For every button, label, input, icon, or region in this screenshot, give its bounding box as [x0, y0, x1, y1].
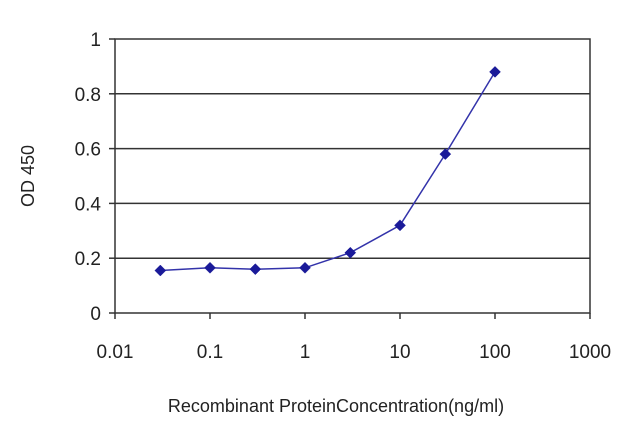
data-point-marker — [299, 261, 311, 274]
x-tick-label: 0.01 — [97, 342, 134, 363]
x-tick-label: 1 — [300, 342, 311, 363]
y-tick-label: 1 — [90, 30, 101, 51]
series-line — [160, 71, 496, 272]
y-tick-label: 0.2 — [75, 249, 101, 270]
y-axis-tick-marks — [109, 38, 115, 314]
x-axis-tick-labels: 0.01 0.1 1 10 100 1000 — [97, 342, 612, 363]
y-axis-tick-labels: 0 0.2 0.4 0.6 0.8 1 — [75, 30, 102, 325]
y-tick-label: 0 — [90, 304, 101, 325]
y-tick-label: 0.4 — [75, 194, 102, 215]
data-point-marker — [204, 261, 216, 274]
x-axis-title: Recombinant ProteinConcentration(ng/ml) — [168, 396, 504, 416]
data-point-marker — [154, 264, 167, 277]
x-tick-label: 0.1 — [197, 342, 223, 363]
x-tick-label: 10 — [389, 342, 410, 363]
y-axis-title: OD 450 — [18, 145, 38, 207]
x-tick-label: 100 — [479, 342, 511, 363]
y-tick-label: 0.8 — [75, 85, 101, 106]
gridlines — [115, 93, 590, 259]
data-point-marker — [249, 263, 262, 276]
data-point-marker — [439, 148, 452, 160]
series-markers — [154, 66, 501, 277]
data-point-marker — [394, 219, 406, 232]
data-point-marker — [344, 246, 357, 259]
data-point-marker — [489, 66, 501, 78]
y-tick-label: 0.6 — [75, 140, 101, 161]
x-axis-tick-marks — [114, 313, 591, 319]
x-tick-label: 1000 — [569, 342, 611, 363]
plot-area — [114, 38, 591, 314]
